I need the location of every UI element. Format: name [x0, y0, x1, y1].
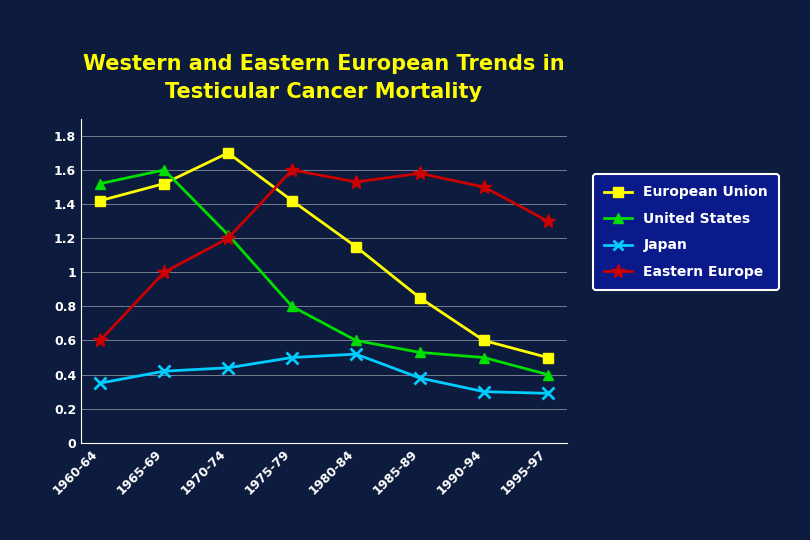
Legend: European Union, United States, Japan, Eastern Europe: European Union, United States, Japan, Ea… [594, 174, 779, 290]
Text: Western and Eastern European Trends in
Testicular Cancer Mortality: Western and Eastern European Trends in T… [83, 54, 565, 102]
